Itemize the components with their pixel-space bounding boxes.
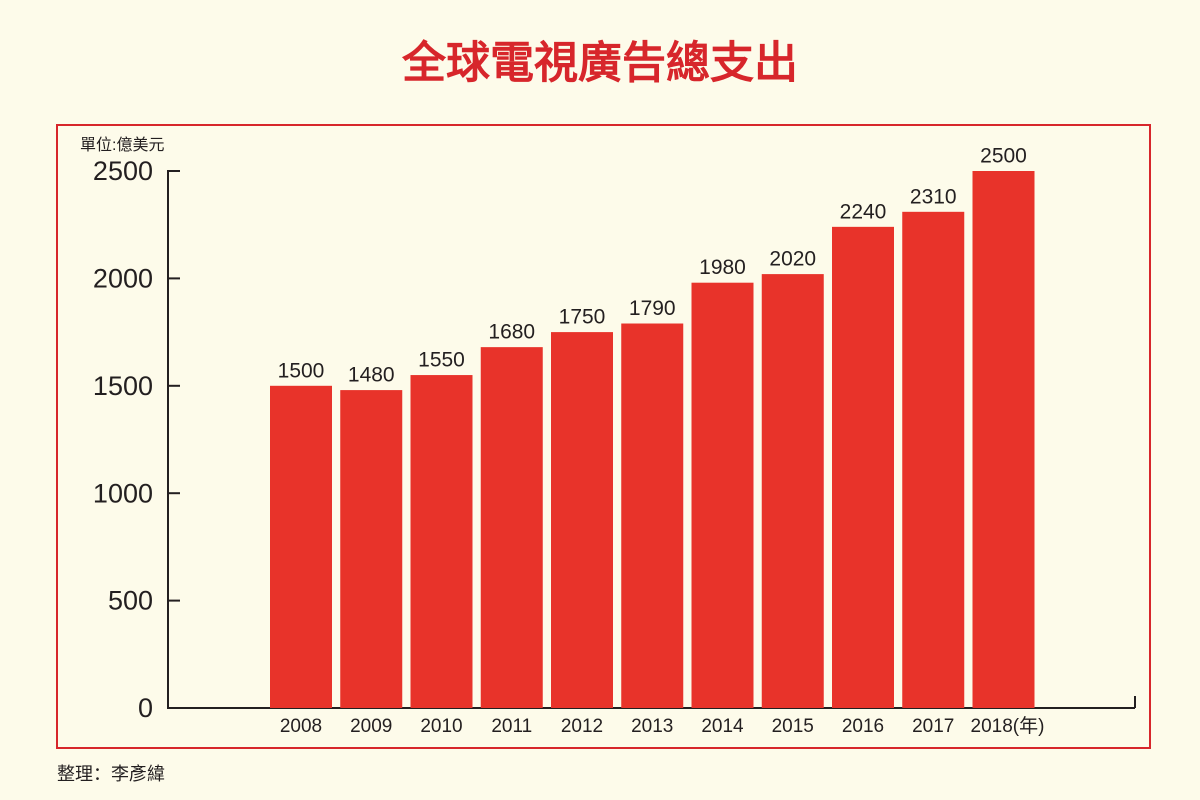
x-tick-label: 2016: [842, 716, 884, 737]
x-tick-label: 2009: [350, 716, 392, 737]
bar: [902, 211, 965, 708]
value-label: 2500: [980, 145, 1027, 168]
x-tick-label: 2012: [561, 716, 603, 737]
bar: [340, 390, 403, 708]
value-label: 1480: [348, 364, 395, 387]
value-label: 1750: [559, 306, 606, 329]
y-tick-label: 500: [108, 586, 153, 616]
bar: [270, 385, 332, 708]
value-label: 1980: [699, 256, 746, 279]
value-label: 2240: [840, 200, 887, 223]
y-tick-label: 1000: [93, 478, 153, 508]
x-tick-label: 2015: [772, 716, 814, 737]
x-tick-label: 2010: [420, 716, 462, 737]
bar: [621, 323, 684, 708]
x-tick-label: 2018(年): [971, 715, 1045, 737]
bar: [691, 282, 754, 708]
y-tick-label: 1500: [93, 371, 153, 401]
chart-frame: [56, 124, 1151, 749]
bar: [480, 347, 543, 708]
value-label: 1500: [278, 359, 325, 382]
value-label: 1790: [629, 297, 676, 320]
y-tick-label: 0: [138, 693, 153, 723]
bar: [410, 375, 473, 708]
bar: [761, 274, 824, 708]
value-label: 1680: [488, 321, 535, 344]
x-tick-label: 2017: [912, 716, 954, 737]
x-tick-label: 2014: [701, 716, 744, 737]
value-label: 2310: [910, 185, 957, 208]
chart-title: 全球電視廣告總支出: [401, 38, 798, 88]
x-tick-label: 2008: [280, 716, 322, 737]
unit-label: 單位:億美元: [80, 136, 164, 154]
bar: [972, 171, 1035, 708]
value-label: 1550: [418, 349, 465, 372]
bar: [551, 332, 613, 708]
x-tick-label: 2013: [631, 716, 673, 737]
x-tick-label: 2011: [491, 716, 532, 737]
y-tick-label: 2500: [93, 156, 153, 186]
value-label: 2020: [769, 248, 816, 271]
bar: [832, 226, 894, 708]
y-tick-label: 2000: [93, 264, 153, 294]
footer: 整理：李彥緯: [57, 764, 165, 784]
